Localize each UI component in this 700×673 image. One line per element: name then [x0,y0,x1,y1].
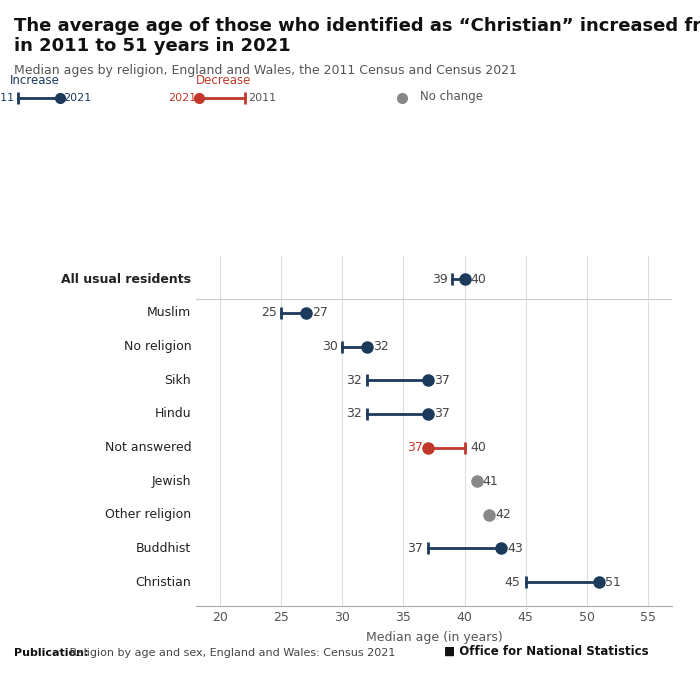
Text: 32: 32 [346,407,362,421]
Text: 32: 32 [373,340,389,353]
Text: Sikh: Sikh [164,374,191,387]
Text: 2021: 2021 [168,93,196,102]
Text: 37: 37 [407,542,423,555]
Text: 37: 37 [434,407,450,421]
Text: in 2011 to 51 years in 2021: in 2011 to 51 years in 2021 [14,37,290,55]
Text: 2011: 2011 [0,93,14,102]
Text: 25: 25 [260,306,276,320]
Text: Decrease: Decrease [196,75,252,87]
Text: 2021: 2021 [63,93,91,102]
Text: 42: 42 [495,508,511,522]
Text: Muslim: Muslim [147,306,191,320]
X-axis label: Median age (in years): Median age (in years) [365,631,503,643]
Text: Jewish: Jewish [152,474,191,488]
Text: 2011: 2011 [248,93,276,102]
Text: 40: 40 [470,273,486,286]
Text: 30: 30 [322,340,337,353]
Text: No change: No change [420,90,483,103]
Text: 45: 45 [505,575,521,589]
Text: No religion: No religion [124,340,191,353]
Text: 37: 37 [434,374,450,387]
Text: 43: 43 [508,542,523,555]
Text: Religion by age and sex, England and Wales: Census 2021: Religion by age and sex, England and Wal… [66,648,396,658]
Text: Hindu: Hindu [155,407,191,421]
Text: 41: 41 [483,474,498,488]
Text: Increase: Increase [10,75,60,87]
Text: Christian: Christian [136,575,191,589]
Text: Median ages by religion, England and Wales, the 2011 Census and Census 2021: Median ages by religion, England and Wal… [14,64,517,77]
Text: 32: 32 [346,374,362,387]
Text: Publication:: Publication: [14,648,88,658]
Text: 37: 37 [407,441,423,454]
Text: The average age of those who identified as “Christian” increased from 45 years: The average age of those who identified … [14,17,700,35]
Text: 39: 39 [432,273,447,286]
Text: All usual residents: All usual residents [61,273,191,286]
Text: ■ Office for National Statistics: ■ Office for National Statistics [444,645,649,658]
Text: 40: 40 [470,441,486,454]
Text: 27: 27 [312,306,328,320]
Text: Other religion: Other religion [105,508,191,522]
Text: 51: 51 [605,575,621,589]
Text: Buddhist: Buddhist [136,542,191,555]
Text: Not answered: Not answered [104,441,191,454]
